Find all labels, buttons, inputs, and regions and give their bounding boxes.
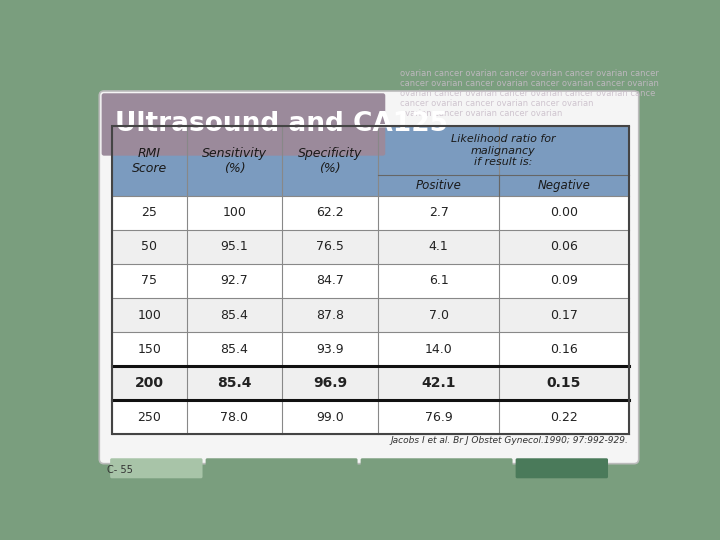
- Text: 85.4: 85.4: [220, 308, 248, 321]
- Text: 0.17: 0.17: [550, 308, 578, 321]
- Text: 0.16: 0.16: [550, 343, 578, 356]
- Text: 85.4: 85.4: [220, 343, 248, 356]
- FancyBboxPatch shape: [110, 458, 202, 478]
- Bar: [500, 332, 629, 366]
- Text: cancer ovarian cancer ovarian cancer ovarian: cancer ovarian cancer ovarian cancer ova…: [400, 99, 593, 107]
- Bar: [282, 230, 378, 264]
- Bar: [378, 332, 500, 366]
- Text: C- 55: C- 55: [107, 465, 133, 475]
- Text: 85.4: 85.4: [217, 376, 252, 390]
- Bar: [378, 400, 500, 434]
- Bar: [378, 195, 500, 230]
- Text: Negative: Negative: [538, 179, 590, 192]
- Text: 42.1: 42.1: [421, 376, 456, 390]
- Text: 0.06: 0.06: [550, 240, 578, 253]
- Text: Positive: Positive: [415, 179, 462, 192]
- Text: 200: 200: [135, 376, 163, 390]
- Text: Likelihood ratio for
malignancy
if result is:: Likelihood ratio for malignancy if resul…: [451, 134, 556, 167]
- Bar: [112, 400, 186, 434]
- Text: 78.0: 78.0: [220, 411, 248, 424]
- Text: 84.7: 84.7: [316, 274, 344, 287]
- Text: 96.9: 96.9: [313, 376, 347, 390]
- Bar: [112, 264, 186, 298]
- Bar: [112, 126, 629, 195]
- Bar: [500, 195, 629, 230]
- Text: Specificity
(%): Specificity (%): [298, 147, 362, 175]
- Text: Ultrasound and CA125: Ultrasound and CA125: [114, 111, 448, 138]
- Bar: [378, 298, 500, 332]
- Bar: [112, 230, 186, 264]
- Bar: [500, 264, 629, 298]
- Text: ovarian cancer ovarian cancer ovarian cancer ovarian cance: ovarian cancer ovarian cancer ovarian ca…: [400, 89, 655, 98]
- Bar: [186, 366, 282, 400]
- Text: 76.5: 76.5: [316, 240, 344, 253]
- Text: 250: 250: [138, 411, 161, 424]
- Bar: [500, 230, 629, 264]
- Bar: [500, 298, 629, 332]
- Text: 25: 25: [141, 206, 157, 219]
- Text: 0.09: 0.09: [550, 274, 578, 287]
- Text: 4.1: 4.1: [429, 240, 449, 253]
- Bar: [186, 264, 282, 298]
- Text: 0.00: 0.00: [550, 206, 578, 219]
- Text: 62.2: 62.2: [316, 206, 344, 219]
- Text: 87.8: 87.8: [316, 308, 344, 321]
- Text: 100: 100: [222, 206, 246, 219]
- Text: 0.22: 0.22: [550, 411, 578, 424]
- Bar: [500, 400, 629, 434]
- Bar: [186, 332, 282, 366]
- Bar: [112, 298, 186, 332]
- FancyBboxPatch shape: [99, 91, 639, 464]
- Bar: [186, 195, 282, 230]
- Bar: [378, 264, 500, 298]
- Bar: [112, 195, 186, 230]
- FancyBboxPatch shape: [516, 458, 608, 478]
- Text: ovarian cancer ovarian cancer ovarian cancer ovarian cancer: ovarian cancer ovarian cancer ovarian ca…: [400, 69, 659, 78]
- Text: 92.7: 92.7: [220, 274, 248, 287]
- Bar: [186, 400, 282, 434]
- Bar: [186, 298, 282, 332]
- Bar: [186, 230, 282, 264]
- Text: 2.7: 2.7: [428, 206, 449, 219]
- FancyBboxPatch shape: [102, 93, 385, 156]
- Bar: [282, 366, 378, 400]
- Bar: [282, 195, 378, 230]
- Text: 14.0: 14.0: [425, 343, 453, 356]
- Bar: [282, 332, 378, 366]
- Text: 0.15: 0.15: [546, 376, 581, 390]
- Bar: [500, 366, 629, 400]
- FancyBboxPatch shape: [206, 458, 358, 478]
- Text: cancer ovarian cancer ovarian cancer ovarian cancer ovarian: cancer ovarian cancer ovarian cancer ova…: [400, 79, 659, 87]
- Text: 100: 100: [138, 308, 161, 321]
- Bar: [378, 366, 500, 400]
- Text: 95.1: 95.1: [220, 240, 248, 253]
- FancyBboxPatch shape: [361, 458, 513, 478]
- Text: RMI
Score: RMI Score: [132, 147, 167, 175]
- Bar: [282, 264, 378, 298]
- Bar: [282, 298, 378, 332]
- Text: 75: 75: [141, 274, 157, 287]
- Text: ovarian cancer ovarian cancer ovarian: ovarian cancer ovarian cancer ovarian: [400, 109, 562, 118]
- Text: Sensitivity
(%): Sensitivity (%): [202, 147, 267, 175]
- Text: 7.0: 7.0: [428, 308, 449, 321]
- Bar: [378, 230, 500, 264]
- Text: Jacobs I et al. Br J Obstet Gynecol.1990; 97:992-929.: Jacobs I et al. Br J Obstet Gynecol.1990…: [391, 436, 629, 445]
- Bar: [112, 332, 186, 366]
- Bar: [112, 126, 629, 434]
- Bar: [282, 400, 378, 434]
- Text: 99.0: 99.0: [316, 411, 344, 424]
- Text: 150: 150: [138, 343, 161, 356]
- Text: 50: 50: [141, 240, 157, 253]
- Bar: [112, 366, 186, 400]
- Text: 93.9: 93.9: [316, 343, 344, 356]
- Text: 76.9: 76.9: [425, 411, 453, 424]
- Text: 6.1: 6.1: [429, 274, 449, 287]
